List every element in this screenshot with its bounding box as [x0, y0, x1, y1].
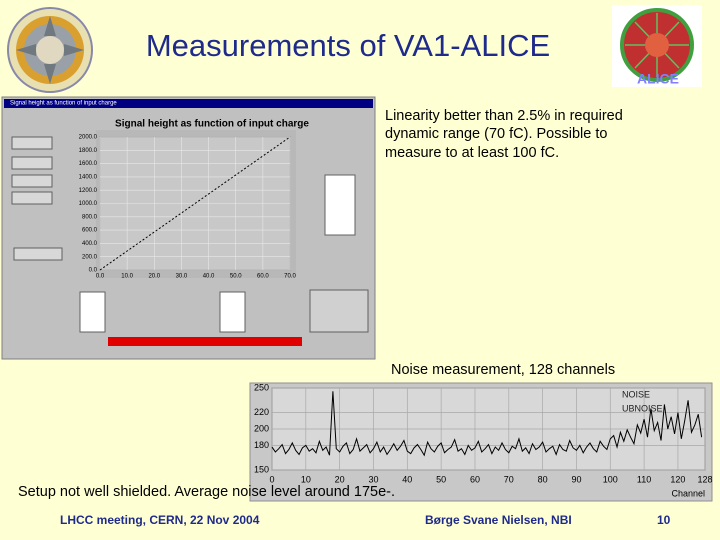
y-tick-label: 200.0 — [82, 254, 98, 260]
x-tick-label: 30 — [368, 474, 378, 484]
x-tick-label: 20.0 — [148, 274, 160, 280]
app-window — [1, 96, 376, 360]
y-tick-label: 1600.0 — [79, 161, 98, 167]
y-tick-label: 1400.0 — [79, 174, 98, 180]
x-tick-label: 40 — [402, 474, 412, 484]
alice-logo-text: ALICE — [637, 71, 679, 87]
footer-event: LHCC meeting, CERN, 22 Nov 2004 — [60, 513, 260, 527]
x-tick-label: 30.0 — [176, 274, 188, 280]
x-tick-label: 10.0 — [121, 274, 133, 280]
x-tick-label: 60.0 — [257, 274, 269, 280]
footer-author: Børge Svane Nielsen, NBI — [425, 513, 572, 527]
y-tick-label: 150 — [254, 464, 269, 474]
slide-title: Measurements of VA1-ALICE — [146, 28, 550, 63]
y-tick-label: 200 — [254, 423, 269, 433]
window-heading: Signal height as function of input charg… — [115, 119, 309, 130]
x-tick-label: 60 — [470, 474, 480, 484]
left-logo — [7, 7, 93, 93]
setup-note: Setup not well shielded. Average noise l… — [18, 484, 395, 500]
footer-page: 10 — [657, 513, 671, 527]
fit-line — [99, 136, 291, 271]
legend-entry: UBNOISE — [622, 403, 663, 413]
linearity-text: dynamic range (70 fC). Possible to — [385, 126, 607, 142]
x-tick-label: 120 — [670, 474, 685, 484]
linearity-text: measure to at least 100 fC. — [385, 145, 559, 161]
x-tick-label: 50 — [436, 474, 446, 484]
y-tick-label: 600.0 — [82, 228, 98, 234]
x-tick-label: 80 — [538, 474, 548, 484]
x-tick-label: 100 — [603, 474, 618, 484]
x-tick-label: 110 — [637, 474, 651, 484]
y-tick-label: 1200.0 — [79, 188, 98, 194]
x-tick-label: 128 — [697, 474, 712, 484]
x-tick-label: 70.0 — [284, 274, 296, 280]
y-tick-label: 180 — [254, 440, 269, 450]
x-axis-label: Channel — [671, 488, 705, 498]
y-tick-label: 1000.0 — [79, 201, 98, 207]
y-tick-label: 250 — [254, 382, 269, 392]
y-tick-label: 800.0 — [82, 214, 98, 220]
x-tick-label: 50.0 — [230, 274, 242, 280]
linearity-text: Linearity better than 2.5% in required — [385, 108, 623, 124]
x-tick-label: 90 — [571, 474, 581, 484]
y-tick-label: 2000.0 — [79, 135, 98, 141]
noise-caption: Noise measurement, 128 channels — [391, 362, 615, 378]
x-tick-label: 0 — [269, 474, 274, 484]
alice-logo — [612, 5, 702, 87]
y-tick-label: 400.0 — [82, 241, 98, 247]
y-tick-label: 0.0 — [89, 268, 98, 274]
noise-line — [271, 391, 703, 457]
y-tick-label: 1800.0 — [79, 148, 98, 154]
y-tick-label: 220 — [254, 407, 269, 417]
legend-entry: NOISE — [622, 389, 650, 399]
x-tick-label: 70 — [504, 474, 514, 484]
x-tick-label: 20 — [335, 474, 345, 484]
x-tick-label: 40.0 — [203, 274, 215, 280]
x-tick-label: 10 — [301, 474, 311, 484]
x-tick-label: 0.0 — [96, 274, 105, 280]
window-title: Signal height as function of input charg… — [10, 101, 117, 107]
